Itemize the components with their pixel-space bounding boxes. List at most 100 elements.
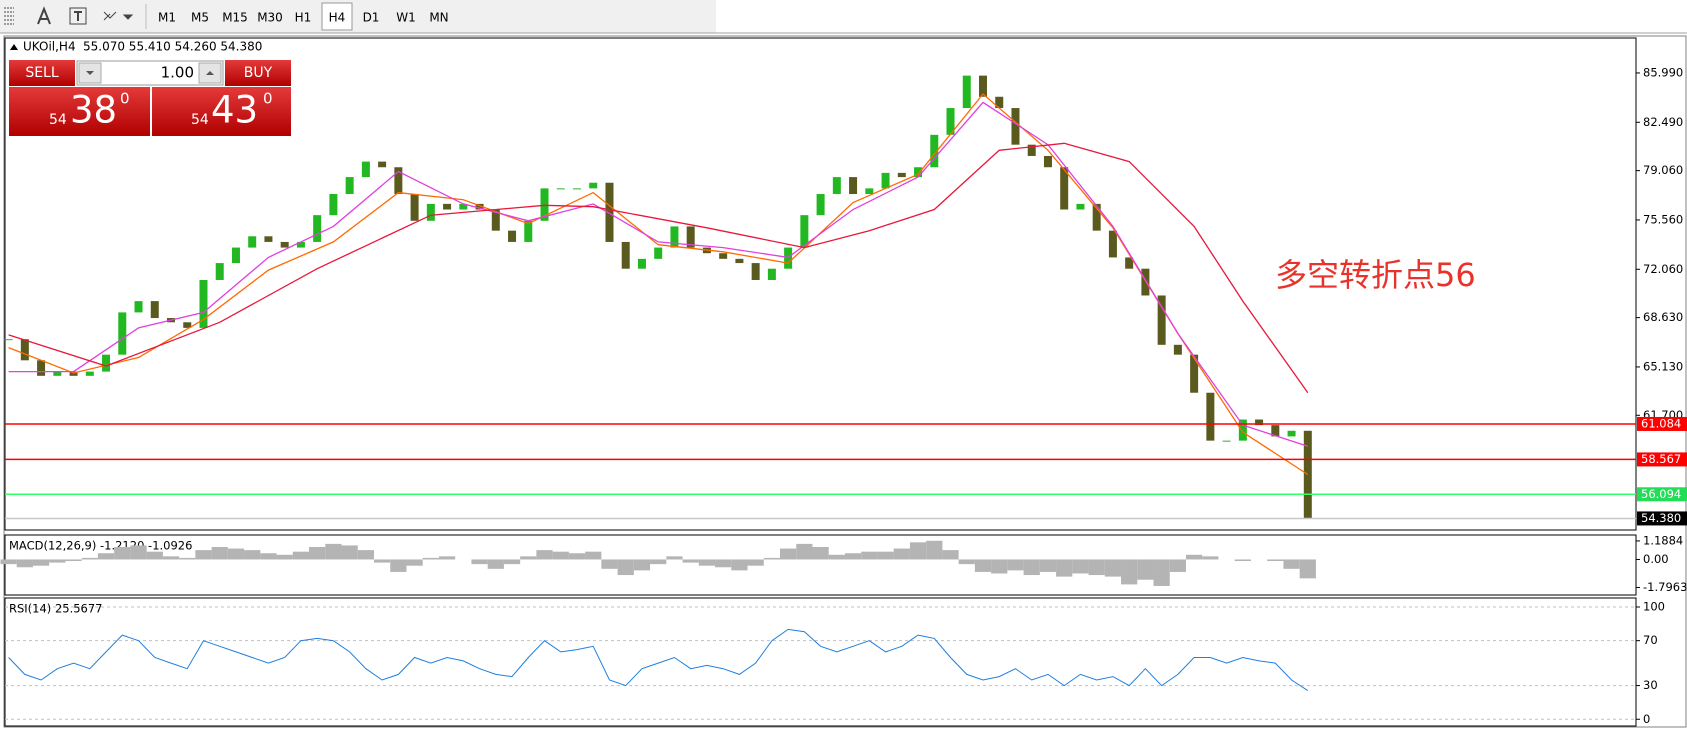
candle xyxy=(524,220,533,242)
histogram-bar xyxy=(731,559,748,571)
histogram-bar xyxy=(195,550,212,560)
histogram-bar xyxy=(747,559,764,566)
candle xyxy=(637,258,646,269)
histogram-bar xyxy=(260,553,277,560)
price-tag-label: 54.380 xyxy=(1641,511,1681,525)
candle xyxy=(865,188,874,195)
histogram-bar xyxy=(179,557,196,560)
label-icon[interactable] xyxy=(69,7,87,25)
collapse-triangle[interactable] xyxy=(10,44,18,50)
histogram-bar xyxy=(1039,559,1057,572)
y-tick-label: 70 xyxy=(1643,633,1658,647)
histogram-bar xyxy=(909,542,927,560)
y-tick-label: 75.560 xyxy=(1643,212,1683,226)
buy-price-box[interactable] xyxy=(152,87,291,136)
price-tag-label: 58.567 xyxy=(1641,452,1681,466)
candle xyxy=(962,75,971,109)
histogram-bar xyxy=(633,559,651,571)
histogram-bar xyxy=(780,548,797,560)
candle xyxy=(118,312,127,355)
timeframe-button[interactable]: M5 xyxy=(191,11,209,25)
histogram-bar xyxy=(942,550,959,560)
crosshair-icon[interactable] xyxy=(4,7,14,25)
buy-button[interactable] xyxy=(225,60,291,86)
y-tick-label: 100 xyxy=(1643,599,1665,613)
text-icon[interactable] xyxy=(37,6,51,25)
candle xyxy=(85,371,94,376)
histogram-bar xyxy=(471,559,488,565)
timeframe-button[interactable]: MN xyxy=(429,11,448,25)
moving-average xyxy=(8,93,1309,476)
candle xyxy=(654,247,663,259)
timeframe-button[interactable]: H1 xyxy=(295,11,312,25)
histogram-bar xyxy=(422,557,439,560)
price-tag xyxy=(1637,416,1687,431)
histogram-bar xyxy=(617,559,634,576)
dropdown-arrow[interactable] xyxy=(122,14,134,20)
histogram-bar xyxy=(0,559,17,565)
candle xyxy=(508,230,517,242)
candle xyxy=(1125,257,1134,269)
histogram-bar xyxy=(601,559,618,569)
candle xyxy=(150,301,159,319)
histogram-bar xyxy=(1153,559,1170,586)
active-timeframe[interactable] xyxy=(321,2,353,31)
histogram-bar xyxy=(650,559,667,565)
sell-button[interactable] xyxy=(9,60,75,86)
candle xyxy=(1092,203,1101,231)
buy-price-small: 0 xyxy=(263,90,273,108)
timeframe-button[interactable]: H4 xyxy=(329,11,346,25)
histogram-bar xyxy=(49,559,66,563)
histogram-bar xyxy=(844,553,862,560)
y-tick-label: 1.1884 xyxy=(1643,533,1683,547)
candle xyxy=(248,236,257,248)
candle xyxy=(1027,144,1036,156)
sell-label: SELL xyxy=(25,65,59,81)
candle xyxy=(1141,268,1150,296)
timeframe-button[interactable]: M15 xyxy=(222,11,248,25)
histogram-bar xyxy=(341,545,358,560)
histogram-bar xyxy=(828,554,845,560)
shapes-icon[interactable] xyxy=(103,11,117,21)
annotation: 多空转折点56 xyxy=(1275,256,1476,294)
up-arrow xyxy=(206,71,214,75)
candle xyxy=(1190,354,1199,393)
candle xyxy=(37,360,46,376)
timeframe-button[interactable]: M30 xyxy=(257,11,283,25)
price-tag xyxy=(1637,511,1687,526)
histogram-bar xyxy=(1121,559,1138,585)
volume-value[interactable]: 1.00 xyxy=(161,64,194,82)
timeframe-button[interactable]: M1 xyxy=(158,11,176,25)
candle xyxy=(800,215,809,248)
candle xyxy=(540,188,549,221)
histogram-bar xyxy=(1088,559,1105,576)
histogram-bar xyxy=(1234,559,1251,562)
histogram-bar xyxy=(585,551,602,560)
label-icon-glyph xyxy=(74,11,82,21)
candle xyxy=(995,96,1004,109)
candle xyxy=(329,194,338,216)
tool-icons xyxy=(4,4,147,29)
price-tag-label: 61.084 xyxy=(1641,416,1681,430)
candle xyxy=(751,263,760,280)
indicator-line xyxy=(8,628,1309,692)
candle xyxy=(53,371,62,376)
moving-average xyxy=(8,142,1309,394)
candle xyxy=(589,182,598,189)
candle xyxy=(556,188,565,190)
histogram-bar xyxy=(812,547,829,560)
histogram-bar xyxy=(65,559,82,562)
sell-price-main: 38 xyxy=(70,89,117,132)
histogram-bar xyxy=(568,553,586,560)
candle xyxy=(280,241,289,248)
histogram-bar xyxy=(926,540,943,560)
histogram-bar xyxy=(698,559,716,566)
sell-price-box[interactable] xyxy=(9,87,150,136)
histogram-bar xyxy=(130,545,147,560)
candle xyxy=(686,226,695,248)
candle xyxy=(102,354,111,372)
candle xyxy=(215,263,224,280)
timeframe-button[interactable]: D1 xyxy=(363,11,380,25)
histogram-bar xyxy=(357,550,374,560)
timeframe-button[interactable]: W1 xyxy=(396,11,416,25)
